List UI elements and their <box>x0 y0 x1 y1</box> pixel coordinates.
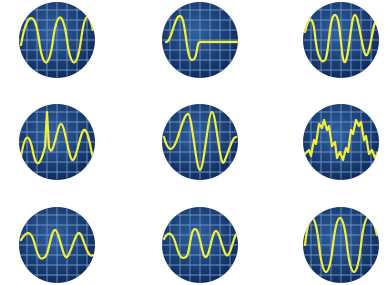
scope-grid <box>0 0 387 285</box>
scope <box>160 0 240 80</box>
scope <box>301 205 381 285</box>
page: (() => { const data = JSON.parse(documen… <box>0 0 387 285</box>
scope-screen <box>17 102 97 182</box>
scope <box>17 205 97 285</box>
scope <box>301 0 381 80</box>
scope-screen <box>301 205 381 285</box>
scope <box>17 102 97 182</box>
scope <box>160 102 240 182</box>
scope <box>17 0 97 80</box>
scope <box>301 102 381 182</box>
scope <box>160 205 240 285</box>
scope-screen <box>160 205 240 285</box>
scope-screen <box>160 0 240 80</box>
scope-screen <box>17 0 97 80</box>
